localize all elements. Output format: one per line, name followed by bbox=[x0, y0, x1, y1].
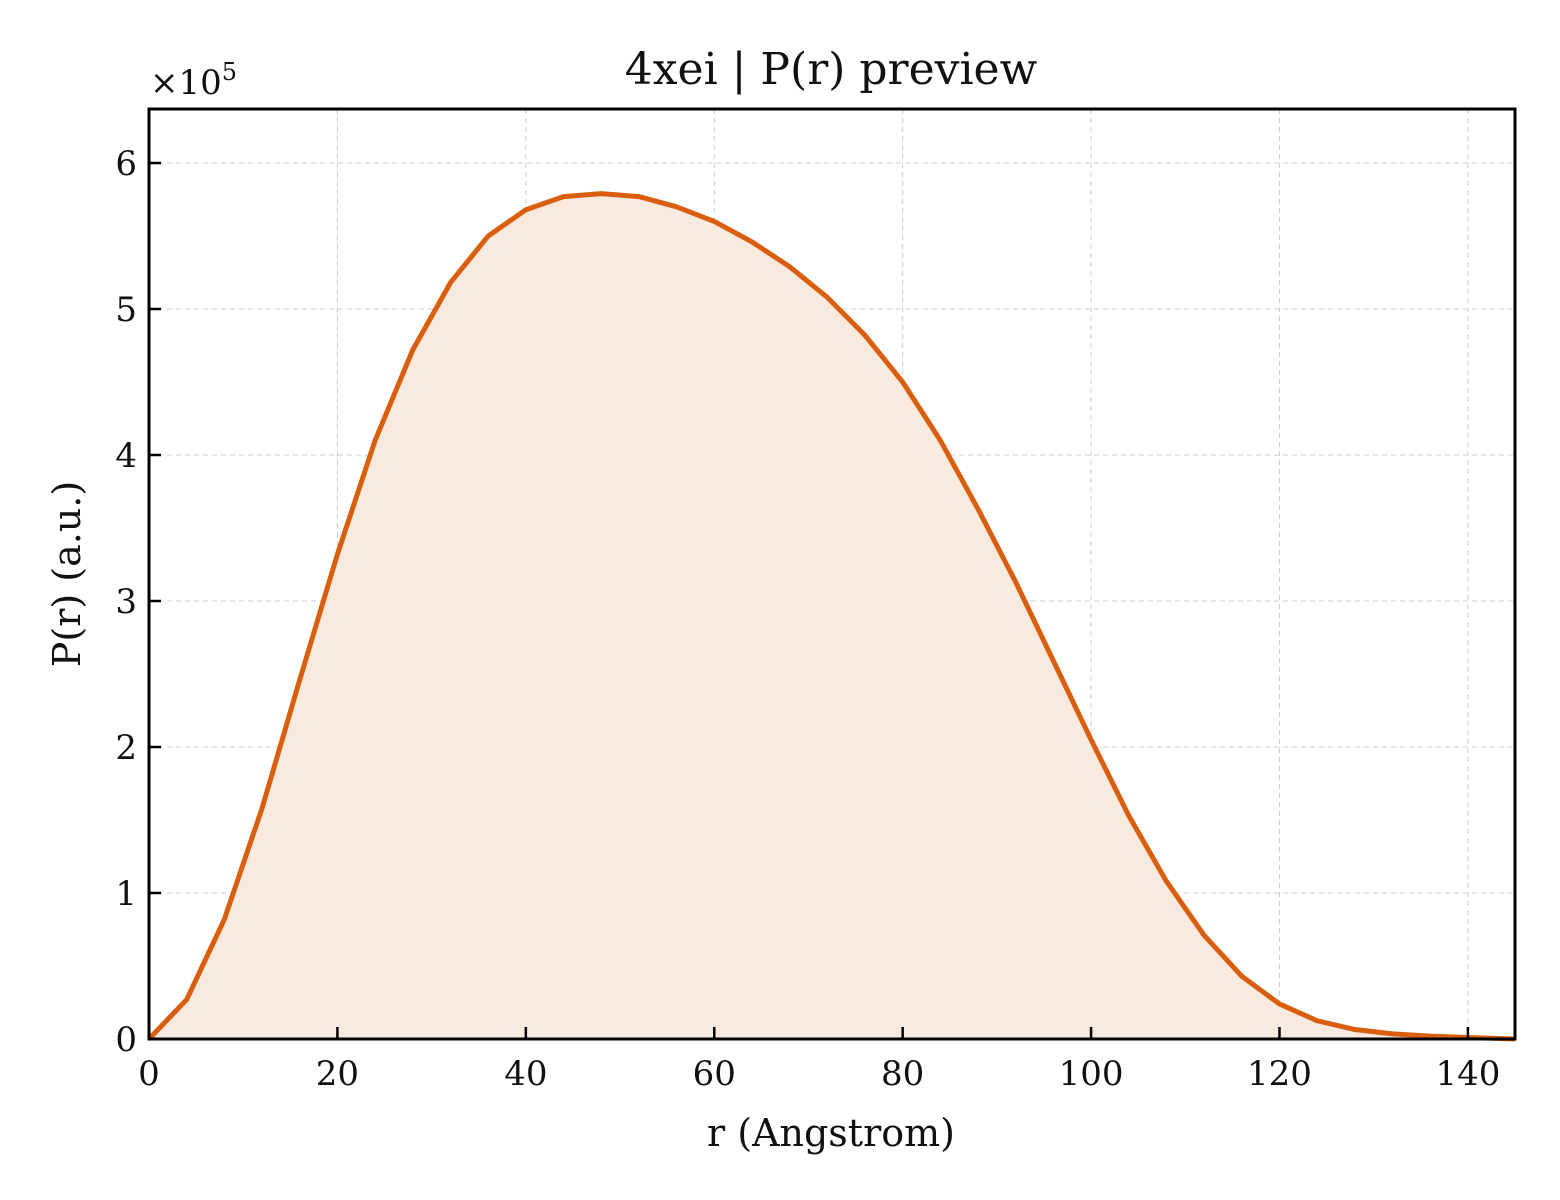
x-tick-label: 0 bbox=[138, 1054, 160, 1094]
plot-frame bbox=[147, 107, 1517, 1041]
x-tick-label: 60 bbox=[693, 1054, 736, 1094]
series-line bbox=[147, 191, 1516, 1042]
y-multiplier-base: ×10 bbox=[150, 63, 222, 103]
x-tick-label: 40 bbox=[504, 1054, 547, 1094]
x-tick-label: 20 bbox=[316, 1054, 359, 1094]
x-tick-label: 100 bbox=[1059, 1054, 1124, 1094]
area-fill bbox=[149, 193, 1515, 1039]
ticks: 0 20 40 60 80 100 120 140 0 1 2 3 4 5 6 bbox=[115, 144, 1500, 1094]
x-tick-label: 80 bbox=[881, 1054, 924, 1094]
y-tick-label: 0 bbox=[115, 1020, 137, 1060]
y-tick-label: 3 bbox=[115, 582, 137, 622]
y-tick-label: 5 bbox=[115, 290, 137, 330]
y-axis-label: P(r) (a.u.) bbox=[45, 481, 89, 667]
y-tick-label: 2 bbox=[115, 728, 137, 768]
x-tick-label: 140 bbox=[1435, 1054, 1500, 1094]
y-tick-label: 6 bbox=[115, 144, 137, 184]
y-tick-label: 1 bbox=[115, 874, 137, 914]
y-axis-multiplier: ×105 bbox=[150, 58, 237, 103]
x-axis-label: r (Angstrom) bbox=[707, 1111, 955, 1155]
y-multiplier-exponent: 5 bbox=[222, 58, 237, 86]
y-tick-label: 4 bbox=[115, 436, 137, 476]
x-tick-label: 120 bbox=[1247, 1054, 1312, 1094]
chart-title: 4xei | P(r) preview bbox=[625, 44, 1038, 95]
